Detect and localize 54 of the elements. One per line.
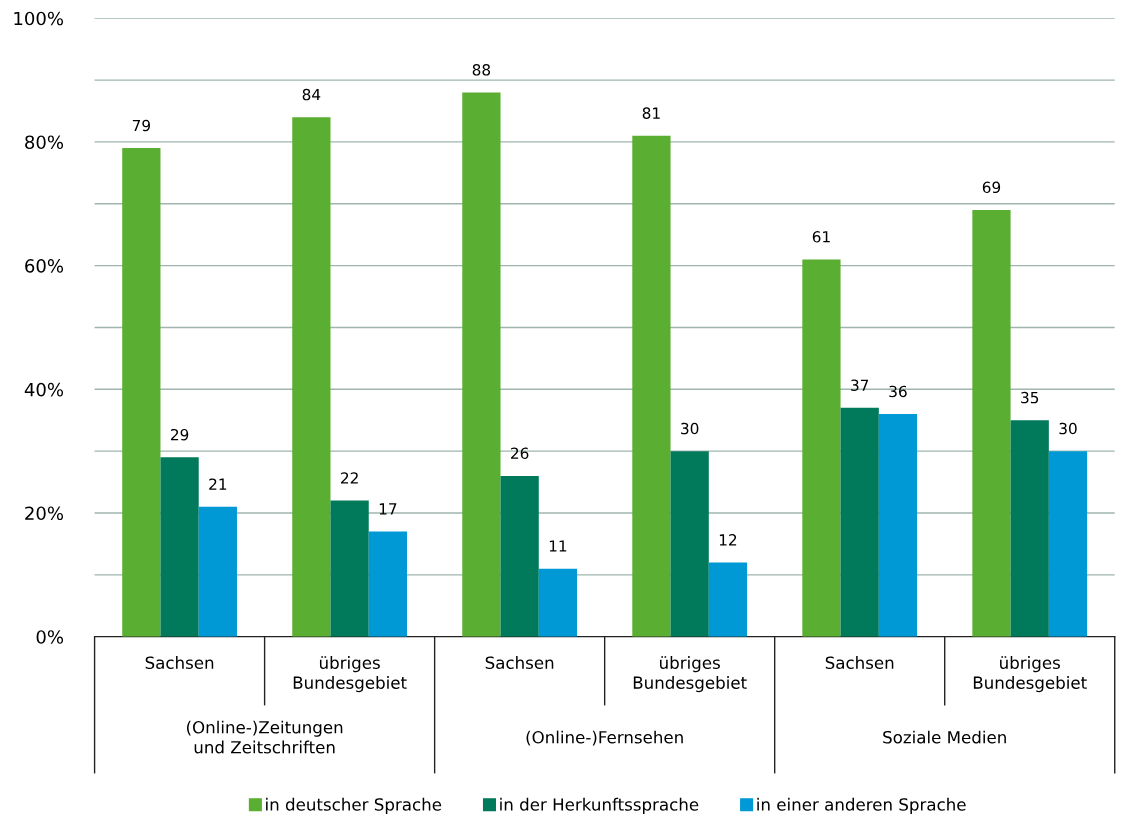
data-label: 81 — [642, 107, 660, 119]
bar — [670, 451, 709, 637]
data-label: 30 — [1059, 422, 1077, 435]
bar — [122, 148, 161, 637]
legend-label: in einer anderen Sprache — [757, 797, 966, 814]
bar — [632, 135, 671, 637]
data-label: 11 — [549, 540, 567, 552]
bar — [160, 457, 199, 637]
data-label: 88 — [472, 64, 491, 76]
bar — [708, 562, 748, 637]
data-label: 61 — [812, 231, 830, 243]
bar — [368, 531, 408, 637]
data-label: 12 — [719, 534, 737, 546]
x-tick-label: übriges Bundesgebiet — [633, 656, 747, 693]
data-label: 30 — [681, 422, 699, 435]
text: Soziale Medien — [883, 730, 1006, 744]
bar — [330, 500, 369, 637]
bar — [500, 475, 539, 637]
bar — [1010, 420, 1049, 637]
data-label: 21 — [209, 478, 227, 490]
text: (Online-)Fernsehen — [526, 730, 683, 746]
data-label: 37 — [851, 379, 869, 391]
y-tick-label: 60% — [25, 259, 64, 273]
legend-label: in der Herkunftssprache — [500, 797, 699, 814]
bar — [878, 414, 918, 637]
legend-label: in deutscher Sprache — [266, 797, 442, 814]
bar — [1048, 451, 1088, 637]
y-tick-label: 40% — [24, 382, 64, 397]
data-label: 17 — [379, 503, 397, 515]
bar — [972, 209, 1011, 637]
bar — [462, 92, 501, 637]
x-tick-label: Sachsen — [485, 656, 554, 670]
y-tick-label: 20% — [25, 506, 64, 521]
bar — [292, 117, 331, 637]
bar — [802, 259, 841, 637]
data-label: 69 — [982, 181, 1001, 194]
data-label: 84 — [302, 88, 321, 101]
data-label: 22 — [341, 472, 358, 484]
data-label: 26 — [511, 447, 529, 460]
data-label: 36 — [889, 385, 907, 398]
y-tick-label: 100% — [14, 11, 64, 26]
y-tick-label: 0% — [36, 630, 64, 644]
x-tick-label: übriges Bundesgebiet — [973, 656, 1087, 693]
bar — [840, 407, 879, 637]
x-tick-label: Sachsen — [825, 656, 894, 670]
x-tick-label: Sachsen — [145, 656, 214, 670]
data-label: 79 — [132, 119, 150, 132]
data-label: 29 — [171, 428, 189, 441]
bar — [538, 568, 578, 637]
bar — [198, 506, 237, 637]
x-tick-label: übriges Bundesgebiet — [293, 656, 407, 693]
data-label: 35 — [1021, 391, 1039, 404]
text: (Online-)Zeitungen und Zeitschriften — [186, 720, 343, 754]
y-tick-label: 80% — [25, 135, 64, 150]
